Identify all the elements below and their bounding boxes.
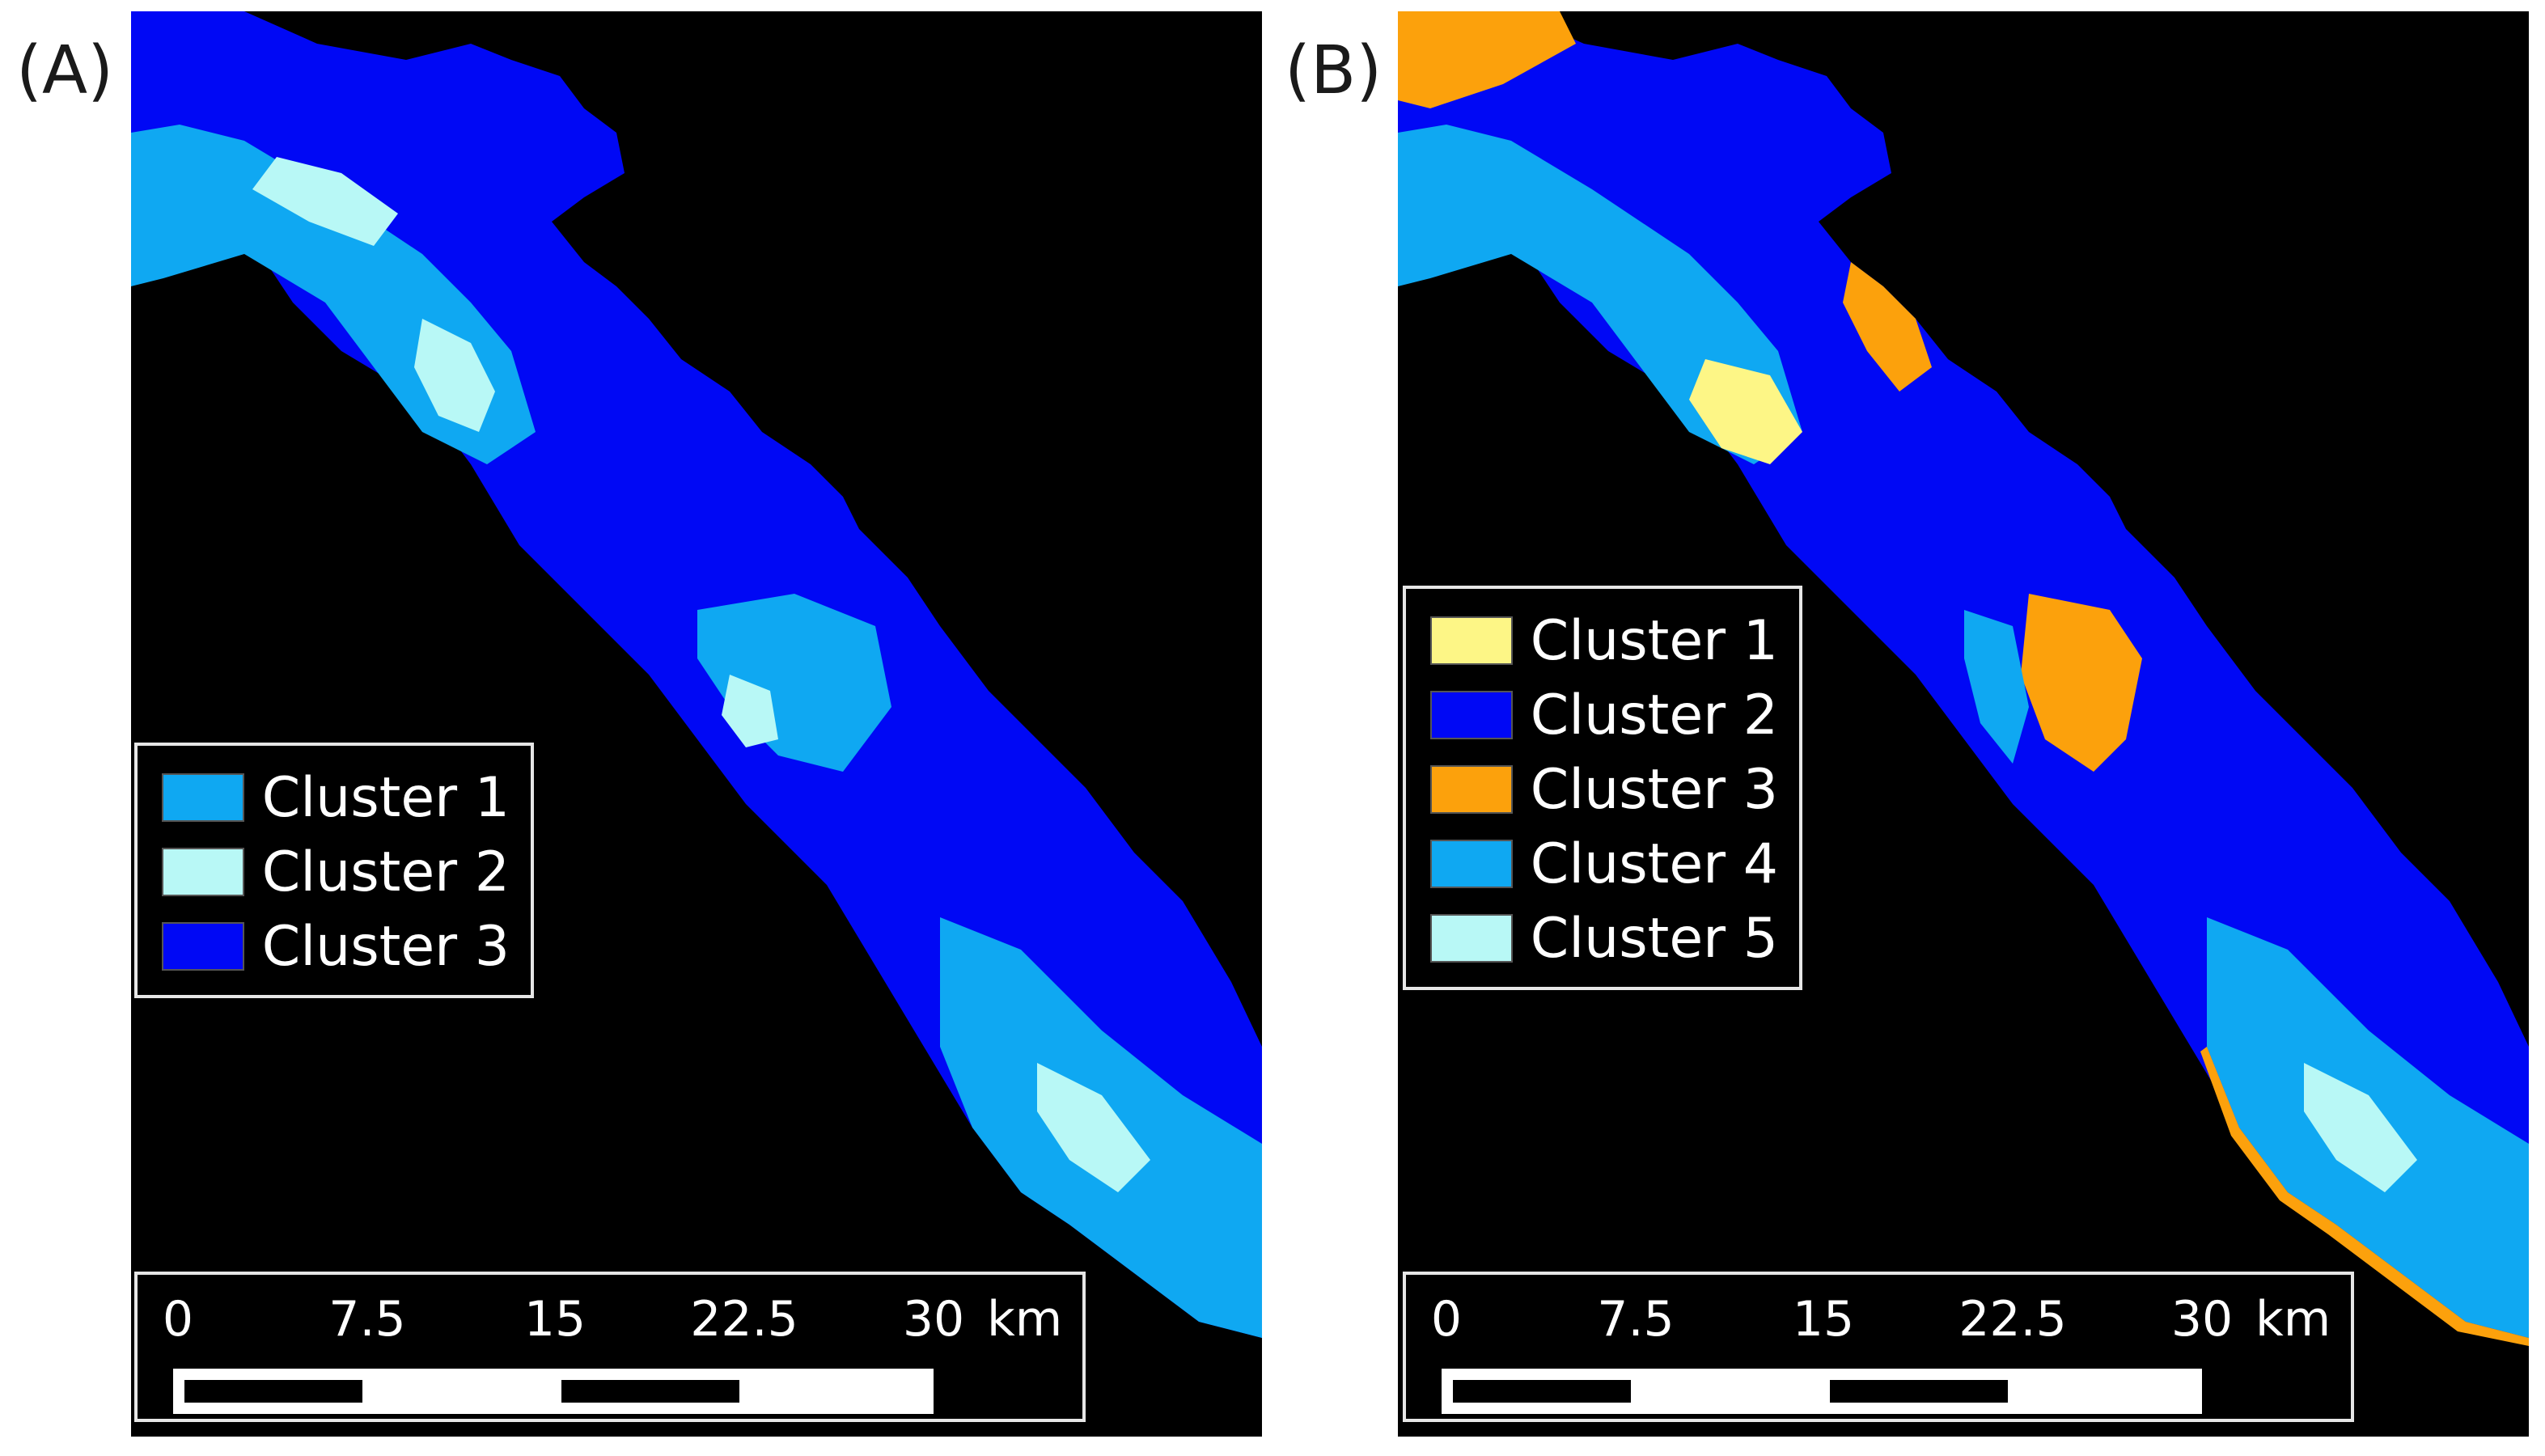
map-canvas-a	[131, 11, 1262, 1338]
legend-label: Cluster 3	[1530, 757, 1778, 822]
scale-tick: 22.5	[690, 1291, 798, 1348]
legend-item: Cluster 1	[1430, 603, 1778, 678]
scale-tick: 15	[1792, 1291, 1855, 1348]
bright-zone-west	[414, 319, 495, 432]
scale-bar-graphic	[1442, 1369, 2202, 1414]
scale-tick: 7.5	[328, 1291, 406, 1348]
legend-label: Cluster 3	[261, 914, 510, 979]
scale-bar-a: 0 7.5 15 22.5 30 km	[134, 1272, 1086, 1422]
legend-a: Cluster 1 Cluster 2 Cluster 3	[134, 743, 534, 998]
legend-swatch	[162, 773, 244, 822]
scale-tick: 30	[902, 1291, 965, 1348]
legend-item: Cluster 3	[162, 909, 510, 984]
scale-segment	[1830, 1380, 2008, 1403]
scale-tick: 15	[523, 1291, 586, 1348]
legend-swatch	[162, 848, 244, 896]
scale-segment	[1453, 1380, 1631, 1403]
scale-segment	[561, 1380, 739, 1403]
legend-b: Cluster 1 Cluster 2 Cluster 3 Cluster 4 …	[1403, 586, 1802, 990]
shallow-zone-middle	[1964, 610, 2029, 764]
yellow-zone-north	[1689, 359, 1802, 464]
legend-item: Cluster 1	[162, 760, 510, 835]
map-panel-a	[131, 11, 1262, 1437]
legend-item: Cluster 3	[1430, 752, 1778, 827]
panel-label-a: (A)	[16, 32, 114, 109]
orange-zone-middle	[2021, 594, 2142, 772]
scale-segment	[184, 1380, 362, 1403]
legend-label: Cluster 2	[261, 840, 510, 904]
bright-zone-north	[252, 157, 398, 246]
legend-item: Cluster 4	[1430, 827, 1778, 901]
bright-zone-south	[2304, 1063, 2417, 1192]
legend-label: Cluster 1	[1530, 608, 1778, 673]
scale-unit: km	[987, 1291, 1063, 1348]
legend-label: Cluster 2	[1530, 683, 1778, 747]
legend-swatch	[1430, 914, 1513, 963]
orange-zone-corner	[1398, 11, 1576, 108]
orange-zone-ridge	[1843, 262, 1932, 392]
bright-zone-middle	[722, 675, 778, 747]
legend-swatch	[1430, 616, 1513, 665]
bright-zone-south	[1037, 1063, 1150, 1192]
legend-item: Cluster 2	[162, 835, 510, 909]
legend-label: Cluster 5	[1530, 906, 1778, 971]
legend-swatch	[162, 922, 244, 971]
scale-unit: km	[2255, 1291, 2331, 1348]
shallow-zone-middle	[697, 594, 891, 772]
scale-bar-b: 0 7.5 15 22.5 30 km	[1403, 1272, 2354, 1422]
legend-item: Cluster 5	[1430, 901, 1778, 976]
scale-tick: 7.5	[1597, 1291, 1675, 1348]
legend-swatch	[1430, 840, 1513, 888]
scale-tick: 22.5	[1959, 1291, 2067, 1348]
panel-label-b: (B)	[1285, 32, 1383, 109]
legend-swatch	[1430, 691, 1513, 739]
scale-tick: 30	[2170, 1291, 2234, 1348]
scale-bar-graphic	[173, 1369, 934, 1414]
scale-tick: 0	[1430, 1291, 1463, 1348]
scale-tick: 0	[162, 1291, 194, 1348]
legend-label: Cluster 1	[261, 765, 510, 830]
legend-swatch	[1430, 765, 1513, 814]
map-canvas-b	[1398, 11, 2529, 1346]
legend-label: Cluster 4	[1530, 832, 1778, 896]
legend-item: Cluster 2	[1430, 678, 1778, 752]
